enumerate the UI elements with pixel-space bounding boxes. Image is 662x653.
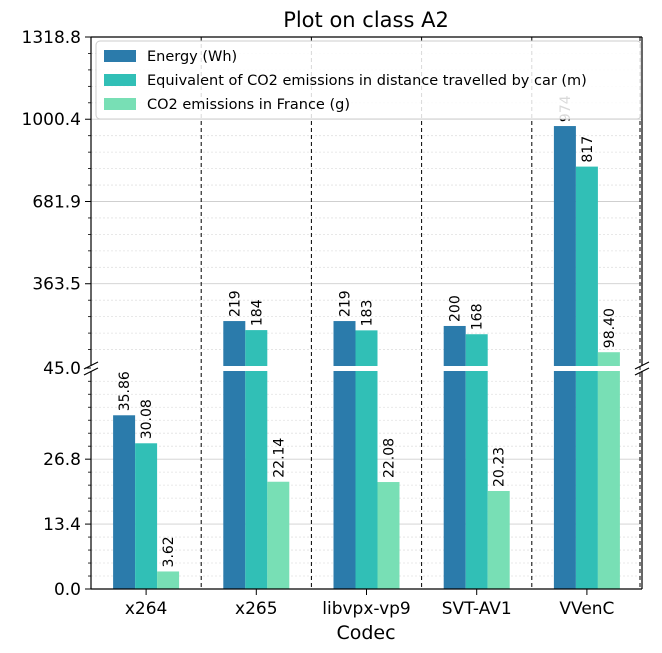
- x-axis-label: Codec: [336, 622, 395, 644]
- y-tick-label: 45.0: [43, 359, 81, 379]
- bar: [113, 415, 136, 589]
- data-label: 219: [338, 290, 354, 317]
- data-label: 98.40: [602, 308, 618, 348]
- chart-title: Plot on class A2: [283, 8, 449, 32]
- x-tick-label: x265: [235, 599, 278, 619]
- x-tick-label: VVenC: [559, 599, 614, 619]
- data-label: 184: [249, 299, 265, 326]
- axis-break-mark: [634, 361, 650, 370]
- y-tick-label: 26.8: [43, 450, 81, 470]
- y-tick-label: 1318.8: [22, 28, 81, 48]
- data-label: 30.08: [139, 399, 155, 439]
- bar: [333, 371, 356, 589]
- y-tick-label: 13.4: [43, 515, 81, 535]
- data-label: 219: [227, 290, 243, 317]
- bar: [553, 371, 576, 589]
- data-label: 183: [360, 300, 376, 327]
- bar: [443, 371, 466, 589]
- legend-frame: [95, 40, 642, 120]
- bar: [223, 321, 246, 366]
- bar: [553, 126, 576, 366]
- data-label: 3.62: [161, 536, 177, 567]
- y-tick-label: 0.0: [54, 580, 81, 600]
- data-label: 20.23: [492, 447, 508, 487]
- legend-label: Equivalent of CO2 emissions in distance …: [147, 73, 587, 89]
- data-label: 35.86: [117, 371, 133, 411]
- bar: [223, 371, 246, 589]
- bar: [333, 321, 356, 366]
- y-tick-label: 363.5: [32, 275, 81, 295]
- bar: [465, 371, 488, 589]
- data-label: 22.08: [382, 438, 398, 478]
- x-tick-label: libvpx-vp9: [322, 599, 411, 619]
- bar: [267, 481, 290, 589]
- x-tick-label: SVT-AV1: [442, 599, 512, 619]
- y-tick-label: 1000.4: [22, 110, 81, 130]
- legend-swatch: [104, 74, 136, 86]
- axis-break-mark: [634, 367, 650, 376]
- y-tick-label: 681.9: [32, 193, 81, 213]
- data-label: 200: [448, 295, 464, 322]
- legend-swatch: [104, 50, 136, 62]
- bar: [355, 330, 378, 366]
- legend-label: CO2 emissions in France (g): [147, 97, 350, 113]
- bar: [355, 371, 378, 589]
- legend-label: Energy (Wh): [147, 49, 237, 65]
- bar: [597, 352, 620, 366]
- bar: [135, 443, 158, 589]
- bar: [575, 166, 598, 366]
- bar: [575, 371, 598, 589]
- data-label: 817: [580, 136, 596, 163]
- axis-break-mark: [83, 367, 99, 376]
- data-label: 22.14: [271, 438, 287, 478]
- bar: [597, 371, 620, 589]
- bar: [465, 334, 488, 366]
- x-tick-label: x264: [125, 599, 168, 619]
- legend: Energy (Wh) Equivalent of CO2 emissions i…: [95, 40, 642, 120]
- data-label: 168: [470, 303, 486, 330]
- bar: [245, 330, 268, 366]
- bar: [443, 325, 466, 366]
- bar: [245, 371, 268, 589]
- bar: [377, 482, 400, 589]
- axis-break-mark: [83, 361, 99, 370]
- bar: [487, 490, 510, 589]
- bar: [157, 571, 180, 589]
- legend-swatch: [104, 98, 136, 110]
